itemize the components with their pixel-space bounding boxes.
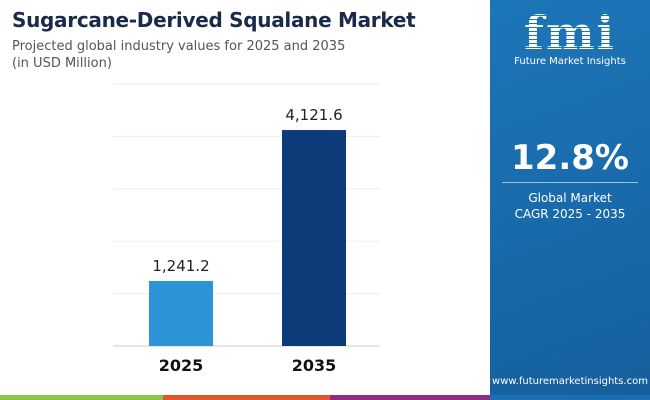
cagr-label: Global Market CAGR 2025 - 2035 [490,190,650,222]
stripe-orange [163,395,330,400]
cagr-label-line1: Global Market [528,191,612,205]
website-link[interactable]: www.futuremarketinsights.com [492,376,648,387]
cagr-value: 12.8% [511,138,629,178]
x-tick-label: 2035 [292,356,337,375]
fmi-logo: fmi Future Market Insights [490,8,650,67]
stripe-blue [490,395,650,400]
bar-chart: 1,241.2 2025 4,121.6 2035 [113,83,380,375]
chart-subtitle: Projected global industry values for 202… [12,38,432,72]
unit-line: (in USD Million) [12,56,112,71]
bar-2025 [149,280,213,346]
divider [502,182,638,183]
chart-title: Sugarcane-Derived Squalane Market [12,8,416,32]
stripe-purple [330,395,490,400]
x-tick-label: 2025 [159,356,204,375]
data-label: 1,241.2 [152,257,209,275]
data-label: 4,121.6 [285,106,342,124]
stripe-green [0,395,163,400]
logo-brand: Future Market Insights [514,56,626,67]
side-panel: fmi Future Market Insights 12.8% Global … [490,0,650,395]
logo-mark: fmi [490,8,650,58]
bar-2035 [282,130,346,346]
cagr-label-line2: CAGR 2025 - 2035 [514,207,626,221]
subtitle-line: Projected global industry values for 202… [12,39,346,54]
